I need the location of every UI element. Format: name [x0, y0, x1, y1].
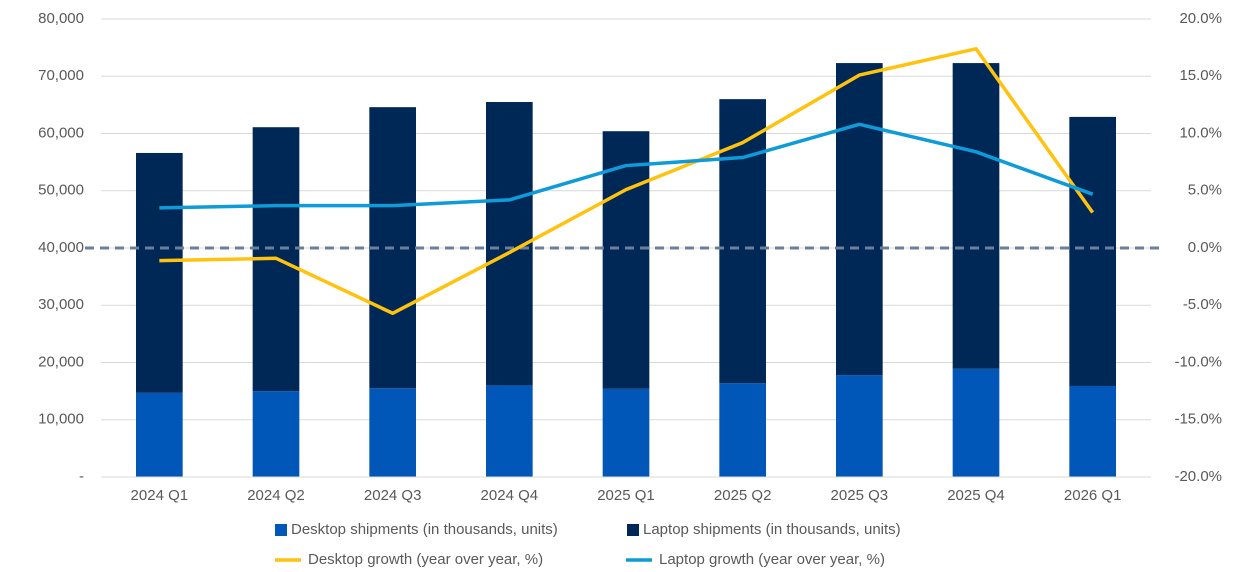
legend-swatch: [275, 524, 287, 536]
legend-label: Desktop shipments (in thousands, units): [291, 521, 558, 538]
x-tick-label: 2025 Q2: [714, 487, 772, 504]
bar: [136, 152, 183, 393]
bar: [836, 63, 883, 376]
x-tick-label: 2024 Q1: [131, 487, 189, 504]
bar: [719, 383, 766, 477]
legend-label: Laptop growth (year over year, %): [659, 551, 885, 568]
y2-tick-label: -5.0%: [1183, 296, 1222, 313]
y-tick-label: 80,000: [38, 10, 84, 27]
legend-label: Desktop growth (year over year, %): [308, 551, 543, 568]
bar: [252, 391, 300, 477]
x-tick-label: 2025 Q3: [831, 487, 889, 504]
y-tick-label: 50,000: [38, 182, 84, 199]
y-tick-label: 30,000: [38, 296, 84, 313]
y2-tick-label: -20.0%: [1174, 468, 1222, 485]
legend-swatch: [627, 524, 639, 536]
y2-tick-label: 20.0%: [1179, 10, 1222, 27]
bar: [369, 388, 416, 477]
bar: [602, 388, 650, 477]
y2-tick-label: -15.0%: [1174, 411, 1222, 428]
y-tick-label: 70,000: [38, 67, 84, 84]
y2-tick-label: 15.0%: [1179, 67, 1222, 84]
y-tick-label: -: [79, 468, 84, 485]
bar: [836, 375, 883, 477]
bar: [602, 131, 650, 389]
x-tick-label: 2026 Q1: [1064, 487, 1122, 504]
x-tick-label: 2024 Q2: [247, 487, 305, 504]
bar: [1069, 385, 1116, 477]
x-tick-label: 2025 Q4: [947, 487, 1005, 504]
bar: [719, 99, 766, 384]
bar: [952, 368, 1000, 477]
y-tick-label: 40,000: [38, 239, 84, 256]
bar: [486, 385, 533, 477]
x-tick-label: 2024 Q4: [481, 487, 539, 504]
x-tick-label: 2024 Q3: [364, 487, 422, 504]
y2-tick-label: 5.0%: [1188, 182, 1222, 199]
bar: [952, 63, 1000, 369]
x-tick-label: 2025 Q1: [597, 487, 655, 504]
y-tick-label: 20,000: [38, 353, 84, 370]
y2-tick-label: 0.0%: [1188, 239, 1222, 256]
y-tick-label: 10,000: [38, 411, 84, 428]
line-series: [159, 47, 1095, 316]
legend-label: Laptop shipments (in thousands, units): [643, 521, 901, 538]
y2-tick-label: 10.0%: [1179, 124, 1222, 141]
line-series: [159, 122, 1094, 210]
bar: [1069, 116, 1116, 386]
bar: [136, 392, 183, 477]
y-tick-label: 60,000: [38, 124, 84, 141]
y2-tick-label: -10.0%: [1174, 353, 1222, 370]
